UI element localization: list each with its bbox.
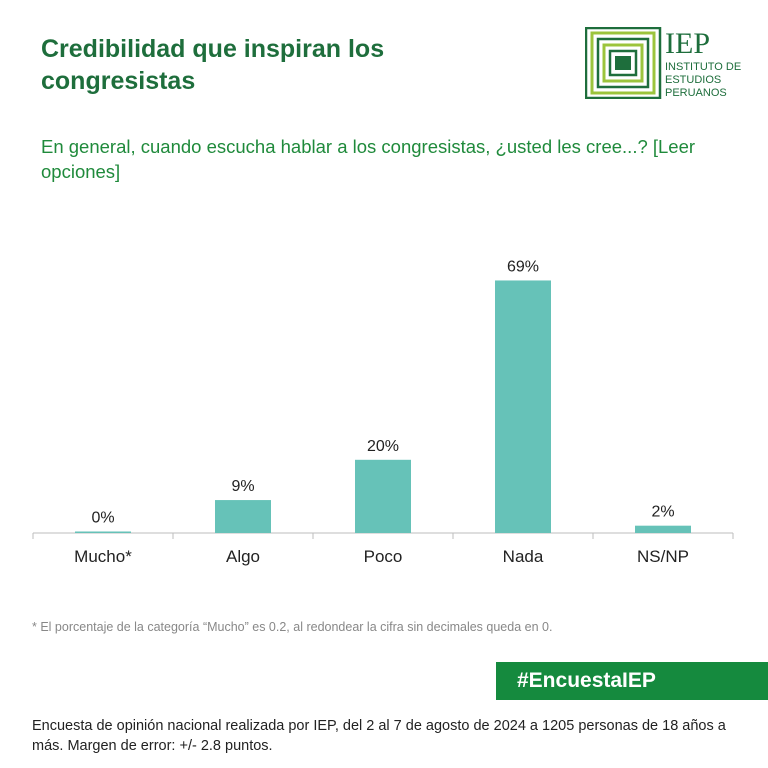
footnote: * El porcentaje de la categoría “Mucho” … <box>32 620 553 634</box>
data-label: 69% <box>507 258 539 275</box>
bar <box>75 531 131 533</box>
survey-question: En general, cuando escucha hablar a los … <box>41 136 696 182</box>
iep-logo: IEP INSTITUTO DE ESTUDIOS PERUANOS <box>585 27 741 99</box>
data-label: 0% <box>91 510 114 527</box>
bar-chart: 0% Mucho* 9% Algo 20% Poco 69% Nada 2% NS/NP <box>32 258 734 566</box>
chart-title: Credibilidad que inspiran los congresist… <box>41 35 385 95</box>
category-label: Nada <box>503 547 544 566</box>
category-label: NS/NP <box>637 547 689 566</box>
bar <box>635 525 691 533</box>
survey-source-note: Encuesta de opinión nacional realizada p… <box>32 718 726 754</box>
category-label: Poco <box>364 547 403 566</box>
data-label: 20% <box>367 438 399 455</box>
data-label: 9% <box>231 478 254 495</box>
logo-line-3: PERUANOS <box>665 87 727 99</box>
logo-acronym: IEP <box>665 27 710 60</box>
data-label: 2% <box>651 504 674 521</box>
logo-line-1: INSTITUTO DE <box>665 61 741 73</box>
hashtag-banner: #EncuestaIEP <box>496 662 768 700</box>
bar <box>495 280 551 533</box>
logo-line-2: ESTUDIOS <box>665 74 721 86</box>
category-label: Mucho* <box>74 547 132 566</box>
iep-logo-mark <box>585 27 662 99</box>
category-label: Algo <box>226 547 260 566</box>
bar <box>355 459 411 533</box>
bar <box>215 500 271 533</box>
